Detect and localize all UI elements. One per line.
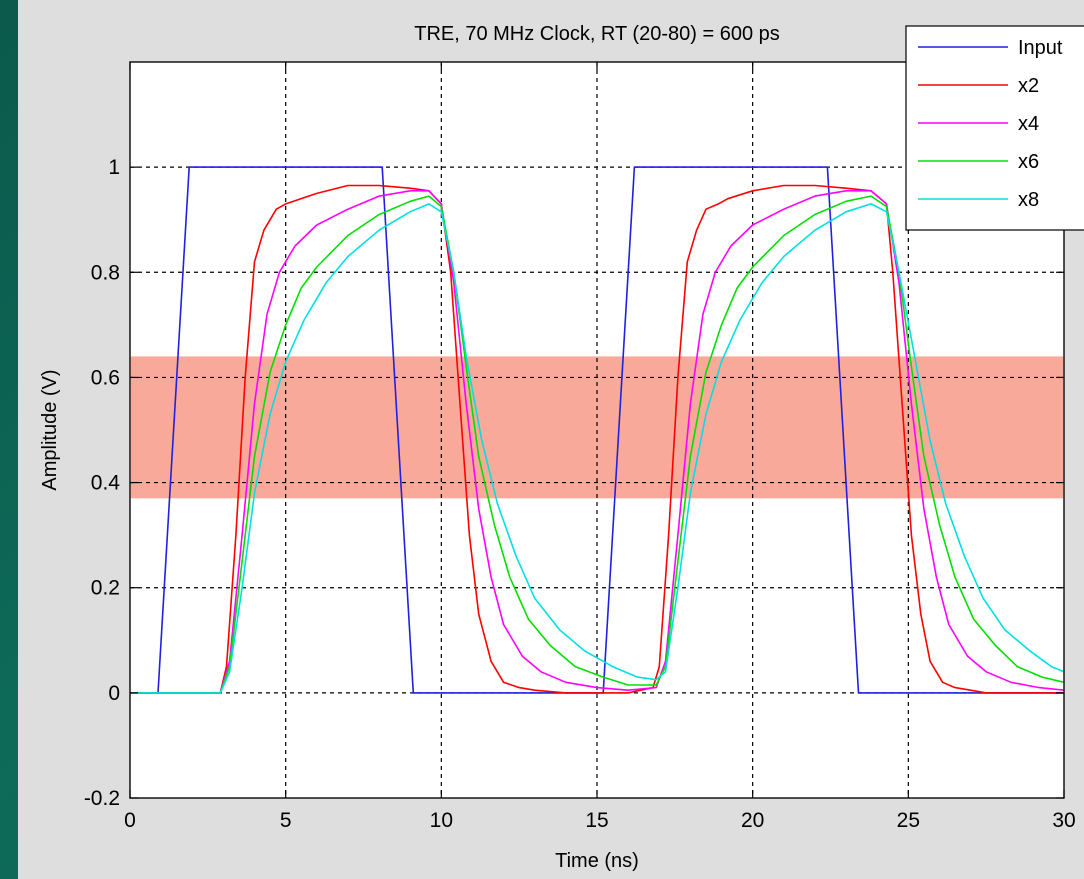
legend: Input x2 x4 x6 x8 [905, 25, 1084, 231]
y-tick-label: 0.6 [91, 366, 120, 389]
series-line-x6 [130, 195, 1065, 694]
chart-title: TRE, 70 MHz Clock, RT (20-80) = 600 ps [414, 23, 780, 45]
x-axis-label: Time (ns) [555, 850, 639, 872]
y-tick-label: 0.8 [91, 261, 120, 284]
series-line-x4 [130, 190, 1065, 694]
chart-svg: 0 5 10 15 20 25 30-0.200.20.40.60.81 TRE, 70 M… [39, 23, 1084, 872]
legend-box [905, 25, 1084, 231]
legend-label-x4: x4 [1018, 113, 1039, 135]
x-tick-label: 10 [430, 809, 453, 832]
x-tick-label: 30 [1052, 809, 1075, 832]
y-tick-label: 0.2 [91, 577, 120, 600]
x-tick-label: 20 [741, 809, 764, 832]
y-tick-label: 0 [108, 682, 120, 705]
x-tick-label: 0 [124, 809, 136, 832]
series-line-x8 [130, 203, 1065, 694]
legend-label-x2: x2 [1018, 75, 1039, 97]
y-tick-label: -0.2 [84, 787, 120, 810]
legend-label-x6: x6 [1018, 151, 1039, 173]
y-tick-label: 1 [108, 156, 120, 179]
x-tick-label: 5 [280, 809, 292, 832]
figure-window: 0 5 10 15 20 25 30 -0.2 0 0.2 0.4 0.6 0.8 1 TRE, 70 M… [18, 0, 1084, 879]
legend-label-input: Input [1018, 37, 1063, 59]
x-tick-label: 15 [585, 809, 608, 832]
y-tick-label: 0.4 [91, 472, 121, 495]
legend-label-x8: x8 [1018, 189, 1039, 211]
x-tick-label: 25 [897, 809, 920, 832]
series-line-input [130, 166, 1064, 694]
y-axis-label: Amplitude (V) [39, 369, 61, 490]
